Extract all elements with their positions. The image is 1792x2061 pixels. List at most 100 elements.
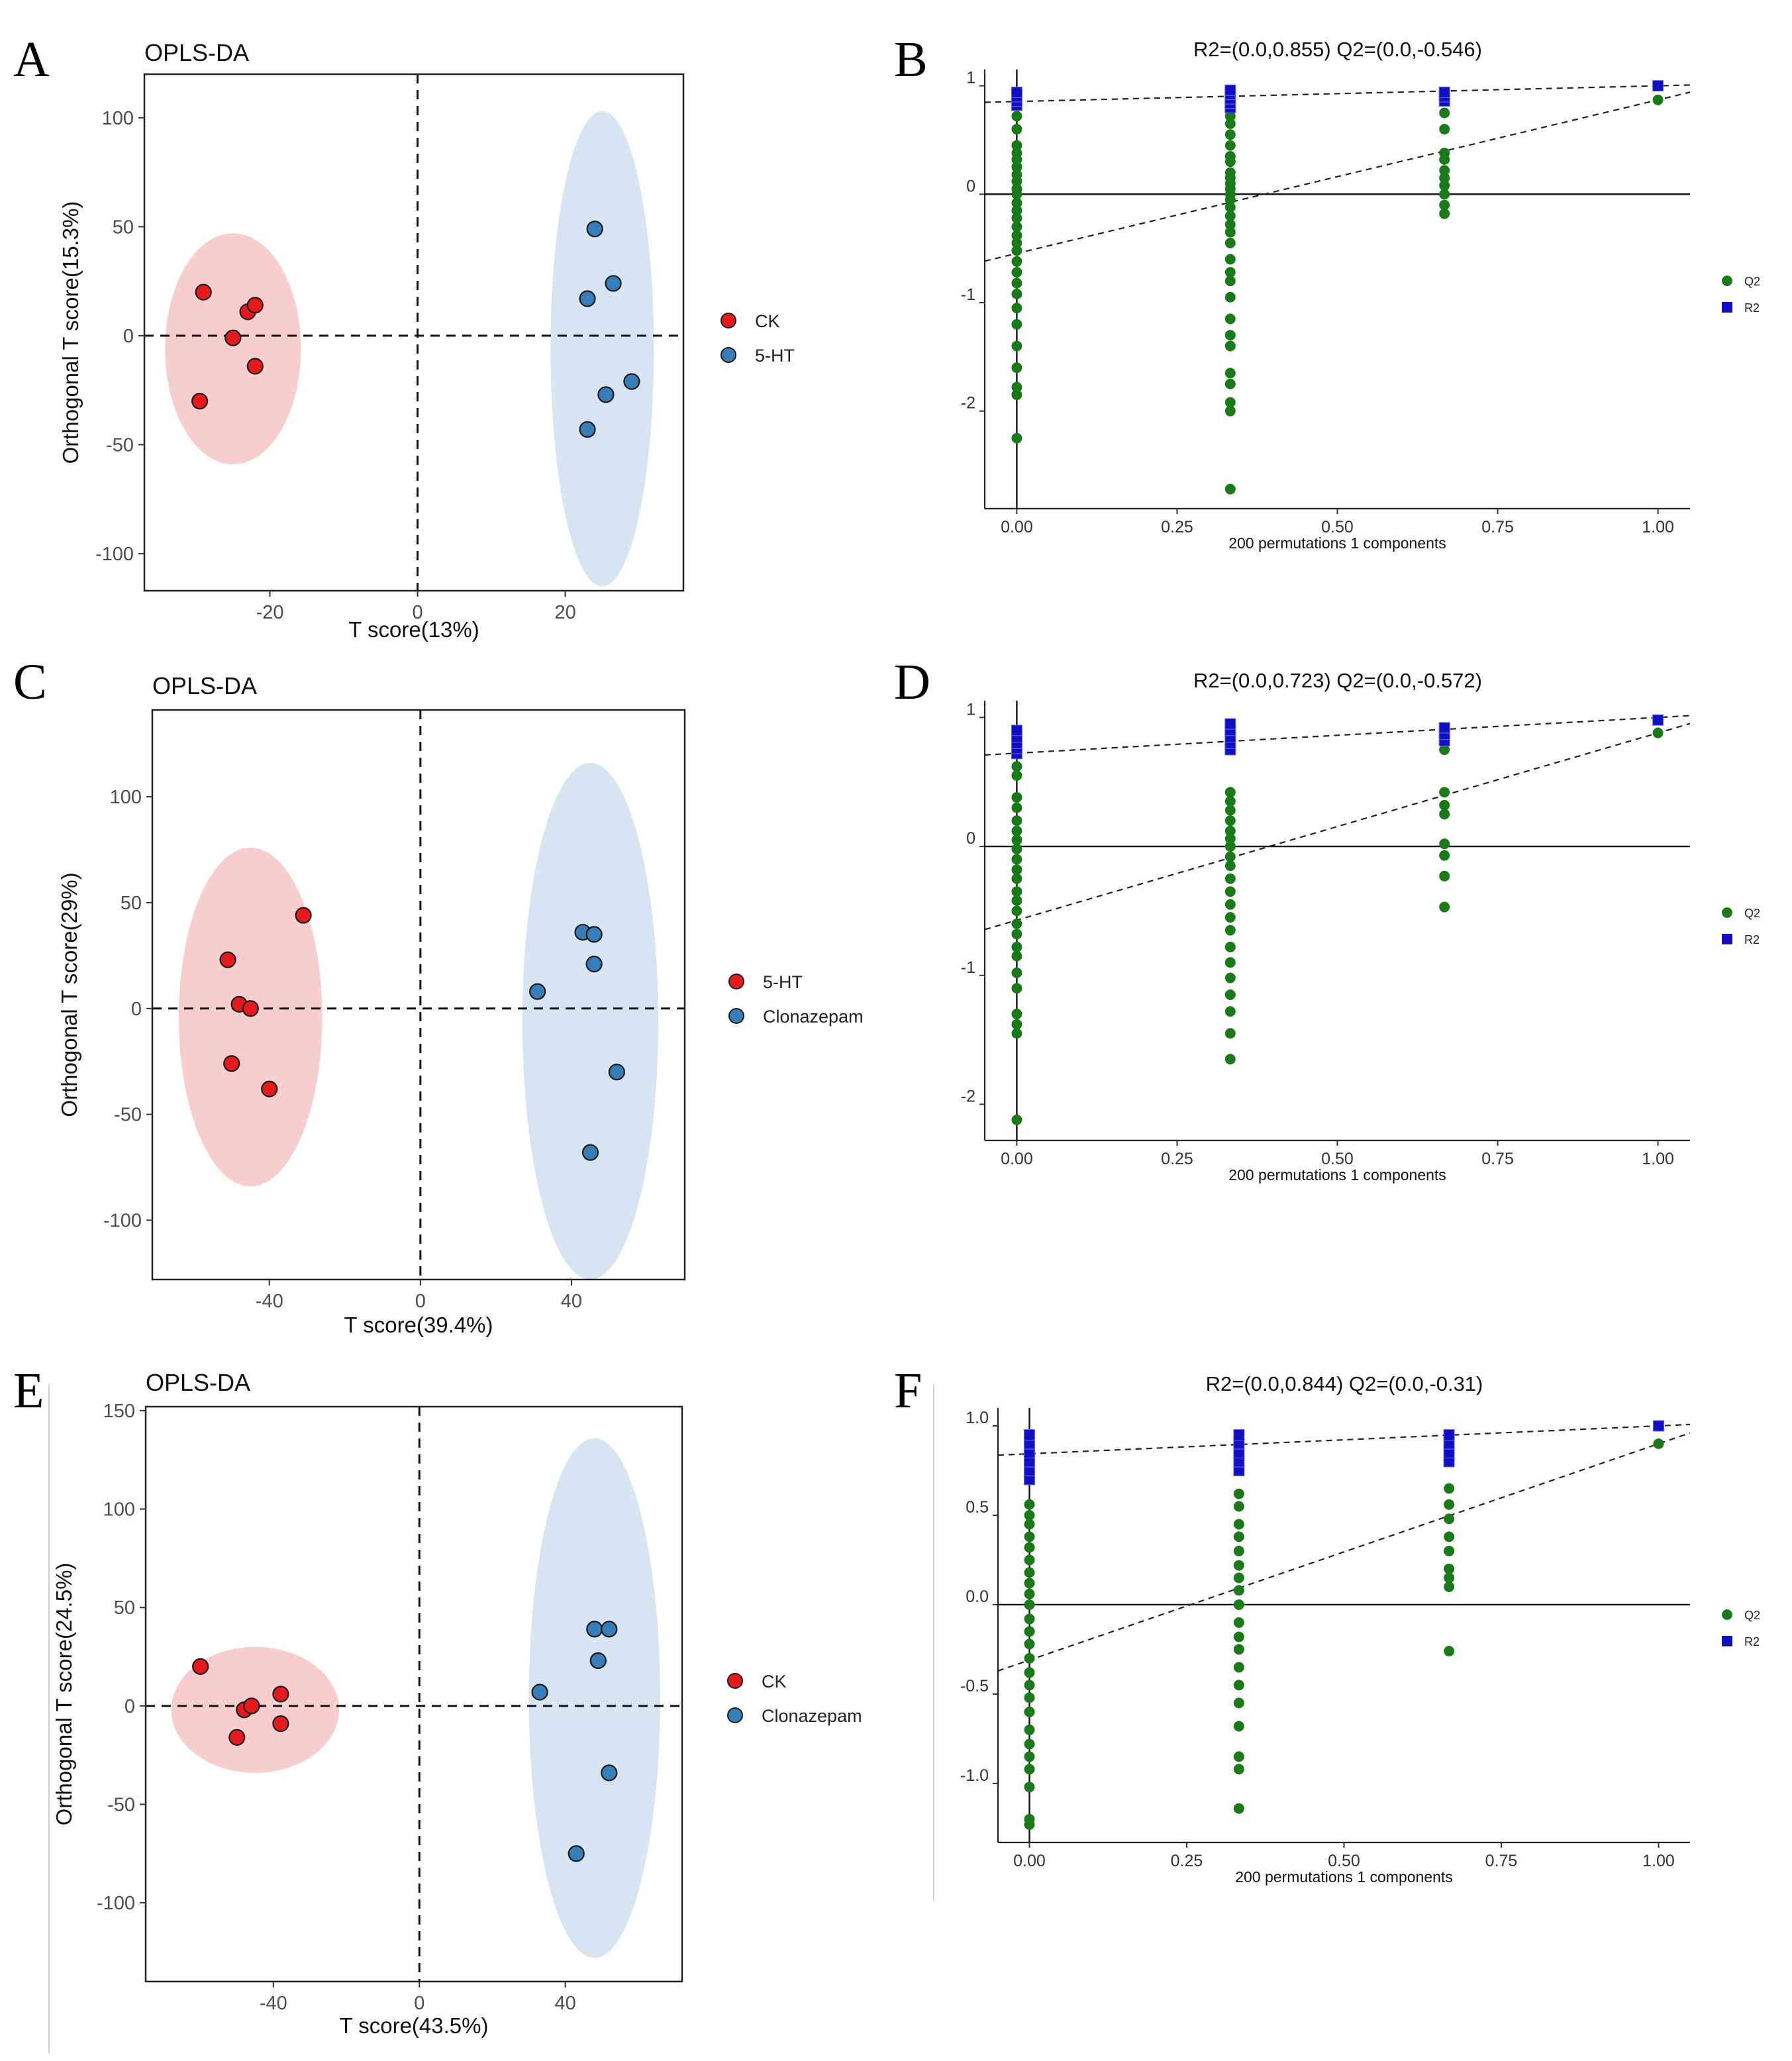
q2-point (1011, 277, 1022, 289)
q2-point (1011, 221, 1022, 232)
legend-marker-q2 (1722, 276, 1732, 286)
q2-point (1011, 237, 1022, 248)
data-point-ck (246, 358, 264, 375)
y-tick-label: -1 (961, 958, 975, 977)
panel-letter-e: E (13, 1363, 44, 1419)
q2-point (1439, 180, 1450, 191)
plot-frame (151, 709, 686, 1281)
q2-point (1011, 1009, 1022, 1020)
q2-point (1224, 873, 1236, 884)
q2-point (1011, 918, 1022, 929)
x-tick-label: 40 (555, 1993, 576, 2014)
q2-point (1224, 237, 1236, 248)
q2-point (1011, 950, 1022, 962)
data-point-ck (224, 329, 242, 346)
r2-point (1224, 84, 1236, 96)
data-point-5-ht (223, 1055, 240, 1072)
data-point-5-ht (261, 1080, 278, 1097)
q2-point (1024, 1578, 1035, 1589)
q2-point (1011, 389, 1022, 401)
q2-point (1233, 1751, 1244, 1762)
x-tick-label: 0.75 (1481, 1150, 1514, 1168)
q2-point (1024, 1652, 1035, 1664)
q2-point (1444, 1531, 1455, 1542)
q2-point (1233, 1764, 1244, 1775)
q2-point (1011, 230, 1022, 241)
q2-point (1224, 851, 1236, 862)
q2-point (1011, 761, 1022, 772)
legend-label-r2: R2 (1744, 301, 1760, 315)
q2-regression-line (984, 723, 1691, 930)
y-axis-label: Orthogonal T score(29%) (57, 872, 81, 1117)
x-tick-label: 0.50 (1321, 518, 1354, 536)
chart-title: OPLS-DA (152, 672, 257, 699)
panel-letter-b: B (894, 32, 928, 87)
y-tick-label: 50 (121, 893, 142, 914)
q2-point (1011, 802, 1022, 813)
q2-point (1233, 1599, 1244, 1610)
q2-point (1233, 1721, 1244, 1732)
q2-point (1024, 1692, 1035, 1703)
q2-point (1233, 1501, 1244, 1512)
q2-point (1224, 313, 1236, 325)
r2-point (1652, 714, 1664, 726)
r2-point (1011, 86, 1022, 98)
q2-point (1024, 1626, 1035, 1637)
q2-point (1233, 1680, 1244, 1691)
q2-point (1224, 925, 1236, 936)
q2-point (1011, 169, 1022, 180)
q2-point (1024, 1638, 1035, 1650)
q2-point (1011, 245, 1022, 256)
q2-point (1224, 825, 1236, 836)
y-tick-label: -100 (97, 1893, 135, 1914)
r2-point (1438, 722, 1450, 734)
x-tick-label: -20 (256, 602, 284, 623)
q2-point (1233, 1519, 1244, 1530)
legend-label: Clonazepam (763, 1007, 864, 1027)
legend-label-r2: R2 (1744, 933, 1760, 946)
r2-point (1443, 1429, 1455, 1440)
q2-point (1439, 870, 1450, 881)
y-tick-label: -2 (961, 394, 975, 413)
data-point-5-ht (579, 421, 596, 438)
x-axis-label: T score(43.5%) (340, 2013, 489, 2038)
data-point-ck (195, 283, 212, 301)
q2-point (1024, 1499, 1035, 1510)
q2-point (1439, 172, 1450, 183)
q2-point (1439, 148, 1450, 159)
q2-point (1024, 1613, 1035, 1625)
legend-marker (727, 1707, 743, 1723)
x-tick-label: 0.50 (1321, 1150, 1354, 1168)
q2-point (1439, 165, 1450, 176)
q2-point (1011, 256, 1022, 267)
q2-point (1024, 1567, 1035, 1578)
confidence-ellipse-2 (528, 1438, 660, 1958)
r2-point (1224, 718, 1236, 730)
x-tick-label: 0.75 (1485, 1852, 1518, 1870)
legend-label: Clonazepam (762, 1706, 862, 1726)
data-point-clonazepam (601, 1621, 618, 1638)
q2-point (1224, 330, 1236, 341)
q2-point (1024, 1813, 1035, 1825)
x-axis-label: T score(13%) (348, 617, 479, 642)
q2-point (1439, 838, 1450, 850)
y-tick-label: 0.5 (966, 1498, 989, 1517)
q2-point (1011, 864, 1022, 876)
y-tick-label: 0 (123, 326, 134, 347)
panel-e-scores-plot: -40 0 40 -100 -50 0 50 100 150 OPLS-DA T score(43.… (52, 1369, 862, 2038)
data-point-5-ht (597, 386, 615, 403)
x-tick-label: 0 (414, 1993, 424, 2014)
q2-point (1011, 319, 1022, 330)
q2-point (1024, 1724, 1035, 1735)
q2-point (1224, 860, 1236, 872)
q2-point (1224, 201, 1236, 213)
legend-marker-r2 (1722, 1636, 1732, 1646)
q2-point (1224, 140, 1236, 151)
panel-letter-a: A (13, 32, 50, 87)
data-point-clonazepam (601, 1764, 618, 1782)
data-point-clonazepam (608, 1064, 625, 1081)
q2-point (1011, 205, 1022, 216)
q2-point (1011, 432, 1022, 444)
q2-point (1011, 140, 1022, 151)
